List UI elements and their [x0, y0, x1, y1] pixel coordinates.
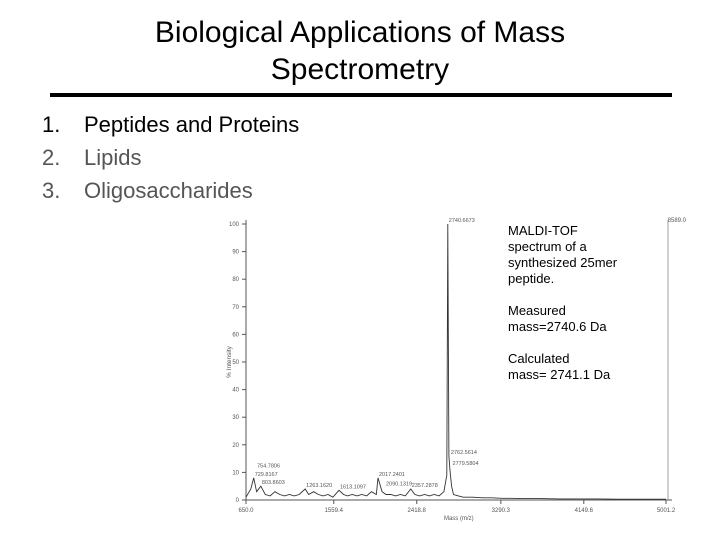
peak-label: 2017.2401 — [379, 472, 405, 478]
y-tick-label: 60 — [232, 332, 239, 338]
list-label: Peptides and Proteins — [84, 112, 300, 137]
list-number: 3. — [42, 178, 61, 203]
caption-measured-mass: Measured mass=2740.6 Da — [508, 303, 668, 335]
y-tick-label: 0 — [236, 498, 240, 504]
spectrum-trace — [245, 223, 666, 500]
top-right-label: 8589.0 — [668, 218, 687, 224]
x-tick-label: 4149.6 — [575, 508, 594, 514]
y-tick-label: 100 — [229, 222, 240, 228]
x-tick-label: 1559.4 — [325, 508, 344, 514]
maldi-tof-spectrum-chart: 0 10 20 30 40 50 60 70 80 90 100 650.0 1559.4 2418.8 3… — [226, 218, 687, 522]
y-tick-label: 20 — [232, 443, 239, 449]
list-number: 2. — [42, 145, 61, 170]
caption-description: MALDI-TOF spectrum of a synthesized 25me… — [508, 223, 668, 287]
spectrum-caption: MALDI-TOF spectrum of a synthesized 25me… — [508, 223, 668, 399]
list-item-lipids: 2. Lipids — [42, 141, 299, 174]
peak-label: 1613.1097 — [340, 484, 366, 490]
y-tick-label: 80 — [232, 277, 239, 283]
x-tick-label: 650.0 — [238, 508, 254, 514]
peak-label: 729.8167 — [255, 472, 278, 478]
caption-line: mass=2740.6 Da — [508, 319, 607, 334]
title-underline — [50, 93, 672, 97]
title-line-1: Biological Applications of Mass — [154, 16, 566, 49]
y-tick-label: 90 — [232, 250, 239, 256]
caption-line: Calculated — [508, 351, 570, 366]
list-number: 1. — [42, 112, 61, 137]
list-label: Lipids — [84, 145, 142, 170]
x-tick-label: 5001.2 — [657, 508, 676, 514]
caption-calculated-mass: Calculated mass= 2741.1 Da — [508, 351, 668, 383]
y-tick-label: 70 — [232, 305, 239, 311]
caption-line: mass= 2741.1 Da — [508, 367, 611, 382]
peak-label: 1263.1620 — [306, 483, 332, 489]
list-item-oligosaccharides: 3. Oligosaccharides — [42, 174, 299, 207]
peak-label: 2762.5614 — [451, 450, 477, 456]
application-list: 1. Peptides and Proteins 2. Lipids 3. Oligo… — [42, 108, 299, 207]
x-tick-label: 2418.8 — [408, 508, 427, 514]
peak-label: 2779.5804 — [453, 461, 479, 467]
x-tick-label: 3290.3 — [492, 508, 511, 514]
y-tick-label: 40 — [232, 388, 239, 394]
peak-label: 2090.1319 — [386, 482, 412, 488]
list-label: Oligosaccharides — [84, 178, 253, 203]
y-axis-label: % Intensity — [226, 345, 233, 378]
caption-line: spectrum of a — [508, 239, 587, 254]
peak-label: 2740.6673 — [449, 218, 475, 224]
caption-line: MALDI-TOF — [508, 223, 578, 238]
caption-line: Measured — [508, 303, 566, 318]
y-tick-label: 50 — [232, 360, 239, 366]
caption-line: peptide. — [508, 271, 555, 286]
caption-line: synthesized 25mer — [508, 255, 618, 270]
slide-title: Biological Applications of Mass Spectrom… — [60, 14, 660, 88]
x-axis-label: Mass (m/z) — [444, 516, 474, 522]
peak-label: 754.7806 — [257, 464, 280, 470]
peak-label: 803.8603 — [262, 480, 285, 486]
list-item-peptides: 1. Peptides and Proteins — [42, 108, 299, 141]
y-tick-label: 10 — [232, 470, 239, 476]
y-tick-label: 30 — [232, 415, 239, 421]
peak-label: 2357.2878 — [412, 483, 438, 489]
title-line-2: Spectrometry — [270, 53, 450, 86]
